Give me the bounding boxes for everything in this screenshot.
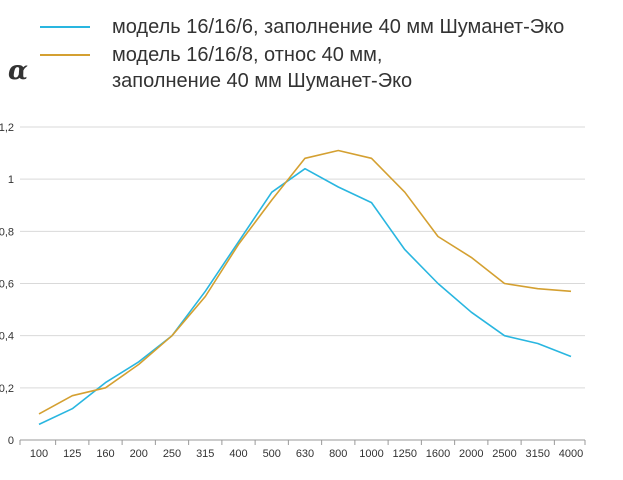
x-tick-label: 2500 [492,448,516,460]
legend-swatch-series-2 [40,54,90,56]
y-tick-label: 1,2 [0,122,14,134]
y-axis-label: α [8,56,29,86]
y-tick-label: 0,8 [0,226,14,238]
y-tick-label: 0 [8,435,14,447]
x-tick-label: 2000 [459,448,483,460]
legend-label-series-2: модель 16/16/8, относ 40 мм, заполнение … [112,44,413,92]
legend-swatch-series-1 [40,26,90,28]
x-tick-label: 1600 [426,448,450,460]
x-tick-label: 1000 [359,448,383,460]
x-tick-label: 500 [263,448,281,460]
x-tick-label: 3150 [526,448,550,460]
x-tick-label: 1250 [393,448,417,460]
legend-label-series-1: модель 16/16/6, заполнение 40 мм Шуманет… [112,16,565,38]
x-tick-label: 315 [196,448,214,460]
x-tick-label: 200 [130,448,148,460]
series-line-1 [38,167,572,426]
y-tick-label: 0,4 [0,331,14,343]
x-tick-label: 400 [229,448,247,460]
x-tick-label: 4000 [559,448,583,460]
legend: модель 16/16/6, заполнение 40 мм Шуманет… [40,14,564,94]
x-tick-label: 800 [329,448,347,460]
x-tick-label: 250 [163,448,181,460]
x-tick-label: 100 [30,448,48,460]
legend-item-series-2: модель 16/16/8, относ 40 мм, заполнение … [40,42,564,94]
series-line-2 [38,149,572,415]
x-tick-label: 160 [96,448,114,460]
y-tick-label: 0,2 [0,383,14,395]
x-tick-label: 630 [296,448,314,460]
legend-item-series-1: модель 16/16/6, заполнение 40 мм Шуманет… [40,14,564,40]
y-tick-label: 1 [8,174,14,186]
y-tick-label: 0,6 [0,279,14,291]
x-tick-label: 125 [63,448,81,460]
